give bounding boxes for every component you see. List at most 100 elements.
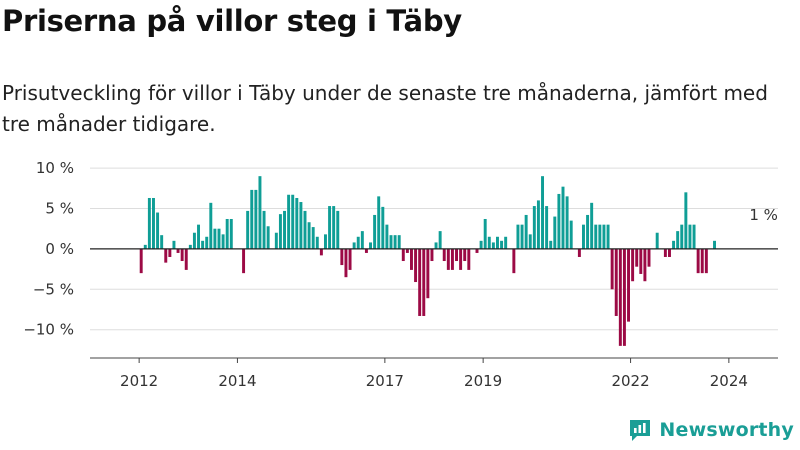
x-tick-label: 2012 xyxy=(120,372,158,390)
latest-value-annotation: 1 % xyxy=(749,206,778,224)
y-tick-label: 5 % xyxy=(45,199,74,217)
bar xyxy=(684,192,688,249)
bar xyxy=(217,228,221,249)
bar xyxy=(496,236,499,249)
bar xyxy=(258,176,262,249)
bar xyxy=(696,248,700,274)
bar xyxy=(213,228,217,249)
bar xyxy=(278,214,282,249)
bar xyxy=(602,224,606,249)
bar xyxy=(172,240,176,249)
bar xyxy=(590,202,594,249)
y-tick-label: −5 % xyxy=(33,280,74,298)
newsworthy-logo-text: Newsworthy xyxy=(659,419,794,441)
bar xyxy=(414,248,418,283)
bar xyxy=(577,248,581,257)
bar xyxy=(139,248,143,274)
bar xyxy=(377,196,381,249)
bar-chart: 10 % 5 % 0 % −5 % −10 % 2012 2014 2017 2019 2022 2… xyxy=(23,159,778,390)
bar xyxy=(225,218,229,249)
x-tick-label: 2017 xyxy=(366,372,404,390)
bar xyxy=(246,210,250,249)
y-tick-label: −10 % xyxy=(23,321,74,339)
bar xyxy=(164,248,168,263)
bar xyxy=(541,176,544,249)
bar xyxy=(266,226,270,249)
bar xyxy=(160,235,164,249)
bar xyxy=(426,248,430,299)
bar xyxy=(582,224,585,249)
bar xyxy=(491,242,495,249)
bar xyxy=(152,197,155,249)
bar xyxy=(283,210,286,249)
bar xyxy=(713,240,716,249)
bar xyxy=(475,248,479,253)
bar xyxy=(192,232,196,249)
bar xyxy=(516,224,520,249)
bar xyxy=(668,248,671,257)
bar xyxy=(680,224,684,249)
bar xyxy=(622,248,626,346)
bar xyxy=(618,248,622,346)
bar xyxy=(704,248,708,274)
bar xyxy=(295,197,299,249)
bar xyxy=(393,235,397,249)
bar xyxy=(209,202,213,249)
bar xyxy=(344,248,348,278)
bar xyxy=(631,248,635,282)
bar xyxy=(340,248,344,266)
bar xyxy=(250,189,254,249)
bar xyxy=(221,234,225,249)
bar xyxy=(532,206,536,249)
bar xyxy=(336,210,340,249)
bar xyxy=(143,244,147,249)
bar xyxy=(369,242,372,249)
newsworthy-logo-icon xyxy=(630,420,651,441)
bar xyxy=(356,236,360,249)
bar xyxy=(287,194,291,249)
bar xyxy=(483,218,487,249)
bar xyxy=(606,224,610,249)
x-tick-label: 2024 xyxy=(710,372,748,390)
bar xyxy=(434,242,438,249)
bar xyxy=(455,248,458,262)
bar xyxy=(450,248,454,270)
bar xyxy=(303,210,307,249)
bar xyxy=(565,196,569,249)
bar xyxy=(205,236,209,249)
bar xyxy=(586,214,590,249)
bar xyxy=(168,248,172,257)
bar xyxy=(549,240,553,249)
bar xyxy=(639,248,643,274)
bar xyxy=(332,206,336,249)
bar xyxy=(438,231,442,249)
bar xyxy=(545,206,549,249)
bar xyxy=(360,231,364,249)
bar xyxy=(442,248,446,262)
bar xyxy=(229,218,233,249)
bar xyxy=(315,236,319,249)
bar xyxy=(692,224,696,249)
bar xyxy=(410,248,413,270)
bar xyxy=(700,248,704,274)
chart-title: Priserna på villor steg i Täby xyxy=(2,4,462,38)
bar xyxy=(594,224,598,249)
bar xyxy=(512,248,516,274)
bar xyxy=(598,224,602,249)
bar xyxy=(184,248,188,270)
y-tick-label: 10 % xyxy=(36,159,74,177)
bar xyxy=(627,248,630,322)
bar xyxy=(504,236,508,249)
chart-subtitle: Prisutveckling för villor i Täby under d… xyxy=(2,81,768,136)
bar xyxy=(319,248,323,256)
bar xyxy=(188,244,192,249)
bar xyxy=(180,248,184,262)
bar xyxy=(348,248,352,270)
bar xyxy=(446,248,450,270)
bar xyxy=(385,224,389,249)
bar xyxy=(430,248,434,262)
x-tick-label: 2019 xyxy=(464,372,502,390)
bar xyxy=(397,235,401,249)
bar xyxy=(676,231,680,249)
bar xyxy=(528,234,532,249)
